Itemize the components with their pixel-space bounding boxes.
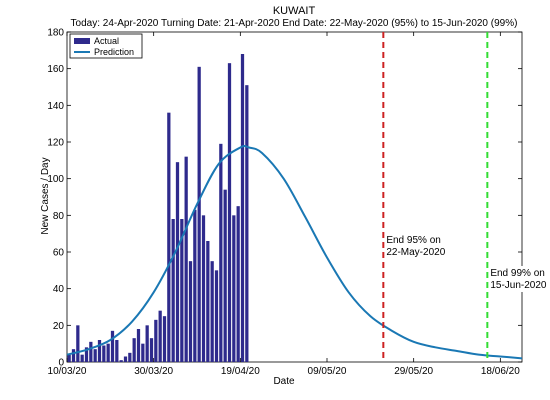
actual-bar [188, 261, 193, 362]
end-annotation-line1: End 95% on [386, 235, 441, 246]
actual-bar [84, 347, 89, 362]
x-tick-label: 30/03/20 [134, 366, 173, 377]
actual-bar [210, 261, 214, 362]
end-annotation-line1: End 99% on [490, 268, 545, 279]
actual-bar [245, 85, 249, 363]
x-tick-label: 29/05/20 [394, 366, 433, 377]
actual-bar [145, 325, 149, 362]
y-tick-label: 140 [47, 101, 64, 112]
legend-label-prediction: Prediction [94, 47, 134, 57]
x-tick-label: 18/06/20 [481, 366, 520, 377]
actual-bar [132, 338, 136, 362]
actual-bar [123, 356, 128, 362]
actual-bar [232, 215, 236, 362]
legend-label-actual: Actual [94, 36, 119, 46]
actual-bar [227, 63, 232, 363]
actual-bar [149, 338, 154, 362]
y-axis-label: New Cases / Day [40, 157, 51, 234]
y-tick-label: 60 [53, 248, 65, 259]
end-annotation-line2: 15-Jun-2020 [490, 280, 547, 291]
actual-bar [141, 343, 145, 362]
actual-bar [206, 241, 210, 362]
prediction-line [66, 145, 523, 360]
y-tick-label: 100 [47, 174, 64, 185]
actual-bar [71, 349, 76, 362]
actual-bar [219, 143, 223, 362]
legend-swatch-actual [74, 38, 90, 44]
x-tick-label: 19/04/20 [221, 366, 260, 377]
y-tick-label: 20 [53, 321, 65, 332]
actual-bar [136, 329, 141, 362]
actual-bar [240, 54, 245, 362]
actual-bar [93, 349, 97, 362]
actual-bar [110, 330, 115, 362]
x-tick-label: 10/03/20 [48, 366, 87, 377]
x-axis-label: Date [273, 376, 295, 387]
actual-bar [154, 319, 158, 362]
actual-bar [102, 345, 106, 362]
y-tick-label: 0 [58, 358, 64, 369]
actual-bar [67, 354, 71, 362]
actual-bar [89, 341, 93, 362]
plot-frame [66, 31, 523, 363]
actual-bar [106, 343, 110, 362]
actual-bar [236, 206, 240, 362]
y-tick-label: 40 [53, 284, 65, 295]
actual-bar [223, 189, 227, 362]
actual-bar [184, 156, 188, 362]
chart-subtitle: Today: 24-Apr-2020 Turning Date: 21-Apr-… [71, 18, 518, 29]
actual-bar [180, 219, 184, 362]
y-tick-label: 160 [47, 64, 64, 75]
actual-bar [76, 325, 80, 362]
actual-bar [97, 340, 102, 362]
y-tick-label: 180 [47, 28, 64, 39]
x-tick-label: 09/05/20 [308, 366, 347, 377]
actual-bar [119, 360, 123, 362]
actual-bar [162, 316, 167, 362]
actual-bar [80, 354, 84, 362]
y-tick-label: 80 [53, 211, 65, 222]
actual-bar [158, 310, 162, 362]
actual-bar [201, 215, 206, 362]
actual-bar [193, 209, 197, 362]
y-tick-label: 120 [47, 138, 64, 149]
actual-bar [128, 352, 132, 362]
actual-bar [214, 270, 219, 362]
annotation-background [489, 266, 546, 292]
actual-bar [115, 340, 119, 362]
actual-bar [167, 112, 171, 363]
actual-bar [171, 219, 175, 362]
actual-bar [197, 66, 201, 362]
chart-title: KUWAIT [273, 5, 316, 17]
end-annotation-line2: 22-May-2020 [386, 247, 445, 258]
actual-bar [175, 162, 180, 362]
